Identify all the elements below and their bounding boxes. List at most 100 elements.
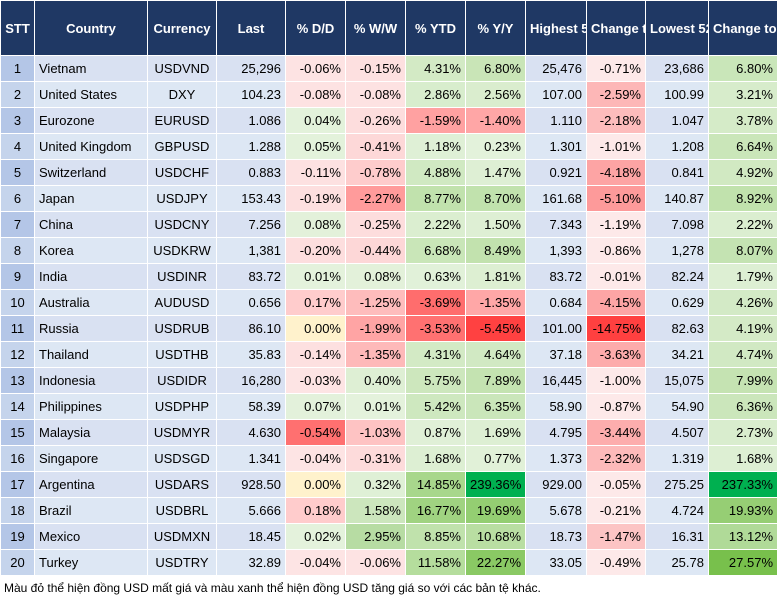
cell-currency: USDJPY: [148, 186, 217, 212]
cell-dd: 0.00%: [286, 472, 346, 498]
cell-high: 1.301: [526, 134, 587, 160]
cell-stt: 11: [1, 316, 35, 342]
cell-high: 1.110: [526, 108, 587, 134]
cell-country: Thailand: [35, 342, 148, 368]
cell-last: 35.83: [217, 342, 286, 368]
cell-last: 5.666: [217, 498, 286, 524]
cell-ch: -0.86%: [587, 238, 646, 264]
cell-cl: 3.21%: [709, 82, 777, 108]
cell-country: China: [35, 212, 148, 238]
cell-high: 1,393: [526, 238, 587, 264]
cell-currency: USDBRL: [148, 498, 217, 524]
cell-ytd: 4.31%: [406, 342, 466, 368]
cell-currency: USDARS: [148, 472, 217, 498]
cell-country: Australia: [35, 290, 148, 316]
cell-stt: 1: [1, 56, 35, 82]
cell-low: 7.098: [646, 212, 709, 238]
cell-dd: 0.07%: [286, 394, 346, 420]
cell-last: 0.883: [217, 160, 286, 186]
cell-currency: USDTHB: [148, 342, 217, 368]
cell-ww: 2.95%: [346, 524, 406, 550]
cell-low: 16.31: [646, 524, 709, 550]
cell-high: 18.73: [526, 524, 587, 550]
cell-ww: -0.78%: [346, 160, 406, 186]
cell-high: 161.68: [526, 186, 587, 212]
cell-dd: -0.54%: [286, 420, 346, 446]
cell-country: Brazil: [35, 498, 148, 524]
cell-last: 928.50: [217, 472, 286, 498]
cell-stt: 3: [1, 108, 35, 134]
cell-currency: AUDUSD: [148, 290, 217, 316]
cell-yy: 0.23%: [466, 134, 526, 160]
cell-cl: 8.92%: [709, 186, 777, 212]
cell-yy: 239.36%: [466, 472, 526, 498]
cell-country: United Kingdom: [35, 134, 148, 160]
cell-high: 5.678: [526, 498, 587, 524]
column-header: Currency: [148, 1, 217, 56]
cell-ch: -4.15%: [587, 290, 646, 316]
cell-dd: -0.20%: [286, 238, 346, 264]
cell-ww: 0.32%: [346, 472, 406, 498]
cell-cl: 6.64%: [709, 134, 777, 160]
cell-ch: -14.75%: [587, 316, 646, 342]
cell-currency: USDINR: [148, 264, 217, 290]
cell-high: 107.00: [526, 82, 587, 108]
column-header: Change to H52W: [587, 1, 646, 56]
cell-stt: 5: [1, 160, 35, 186]
cell-ww: -0.06%: [346, 550, 406, 576]
cell-currency: USDMYR: [148, 420, 217, 446]
cell-ch: -2.32%: [587, 446, 646, 472]
column-header: Last: [217, 1, 286, 56]
cell-ytd: 5.42%: [406, 394, 466, 420]
cell-country: Mexico: [35, 524, 148, 550]
cell-dd: 0.02%: [286, 524, 346, 550]
cell-ww: 1.58%: [346, 498, 406, 524]
cell-dd: -0.08%: [286, 82, 346, 108]
cell-low: 34.21: [646, 342, 709, 368]
cell-ytd: 0.87%: [406, 420, 466, 446]
cell-yy: 4.64%: [466, 342, 526, 368]
cell-last: 1.288: [217, 134, 286, 160]
column-header: STT: [1, 1, 35, 56]
cell-yy: 1.47%: [466, 160, 526, 186]
cell-low: 1,278: [646, 238, 709, 264]
cell-low: 0.629: [646, 290, 709, 316]
cell-low: 82.63: [646, 316, 709, 342]
column-header: % Y/Y: [466, 1, 526, 56]
cell-ch: -1.01%: [587, 134, 646, 160]
cell-ytd: 4.31%: [406, 56, 466, 82]
cell-stt: 10: [1, 290, 35, 316]
cell-low: 23,686: [646, 56, 709, 82]
cell-ww: -0.44%: [346, 238, 406, 264]
cell-stt: 17: [1, 472, 35, 498]
column-header: % W/W: [346, 1, 406, 56]
cell-cl: 13.12%: [709, 524, 777, 550]
cell-cl: 6.36%: [709, 394, 777, 420]
cell-ytd: 8.77%: [406, 186, 466, 212]
cell-dd: 0.05%: [286, 134, 346, 160]
cell-ww: 0.40%: [346, 368, 406, 394]
cell-ww: 0.08%: [346, 264, 406, 290]
cell-yy: 8.70%: [466, 186, 526, 212]
cell-country: Turkey: [35, 550, 148, 576]
cell-stt: 19: [1, 524, 35, 550]
cell-ch: -1.47%: [587, 524, 646, 550]
cell-country: Philippines: [35, 394, 148, 420]
cell-yy: 7.89%: [466, 368, 526, 394]
cell-last: 1.341: [217, 446, 286, 472]
cell-last: 86.10: [217, 316, 286, 342]
cell-dd: -0.11%: [286, 160, 346, 186]
cell-yy: -1.35%: [466, 290, 526, 316]
cell-stt: 18: [1, 498, 35, 524]
